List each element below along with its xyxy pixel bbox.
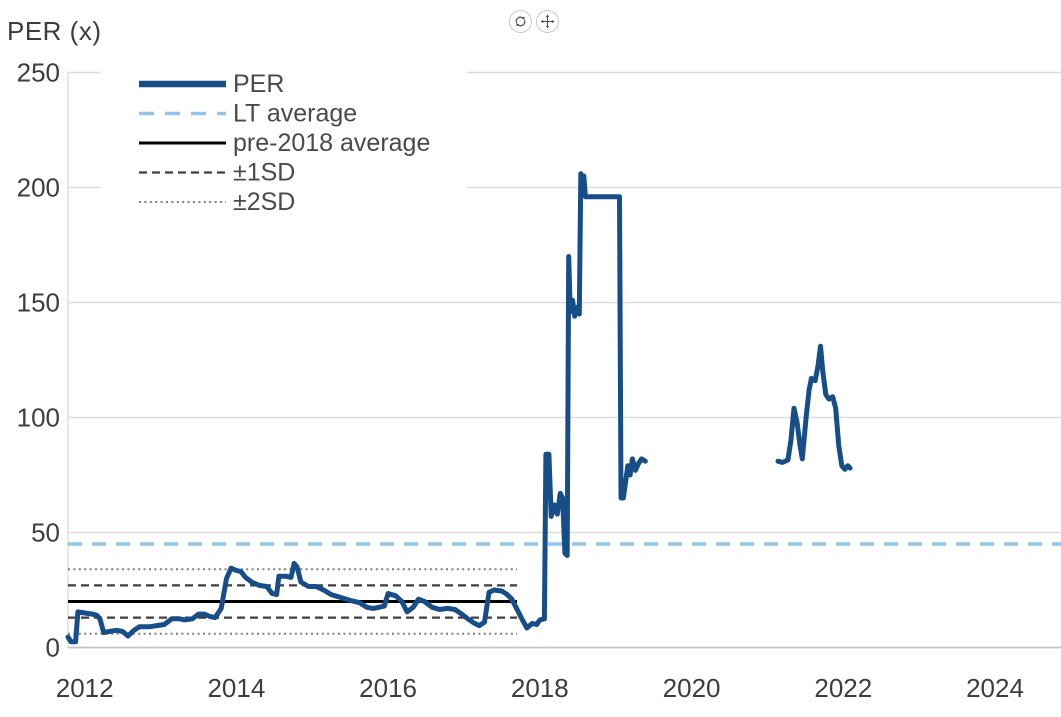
chart-toolbar	[509, 10, 559, 33]
x-tick-label-2024: 2024	[966, 673, 1024, 703]
legend-label-per: PER	[233, 70, 284, 98]
x-tick-label-2020: 2020	[663, 673, 721, 703]
refresh-button[interactable]	[509, 10, 532, 33]
x-tick-label-2022: 2022	[814, 673, 872, 703]
legend-label-sd1: ±1SD	[233, 159, 295, 187]
chart-title: PER (x)	[7, 16, 102, 46]
y-tick-label-200: 200	[17, 173, 60, 203]
y-tick-label-150: 150	[17, 288, 60, 318]
x-tick-label-2016: 2016	[359, 673, 417, 703]
y-tick-label-100: 100	[17, 403, 60, 433]
series-per-segment-2	[775, 343, 853, 472]
refresh-icon	[513, 14, 528, 29]
pan-button[interactable]	[536, 10, 559, 33]
x-tick-label-2012: 2012	[56, 673, 114, 703]
y-tick-label-0: 0	[46, 633, 60, 663]
y-tick-label-50: 50	[31, 518, 60, 548]
legend-label-pre2018-average: pre-2018 average	[233, 129, 430, 157]
x-tick-label-2018: 2018	[511, 673, 569, 703]
move-icon	[540, 14, 555, 29]
x-tick-label-2014: 2014	[207, 673, 265, 703]
legend-label-lt-average: LT average	[233, 100, 357, 128]
y-tick-label-250: 250	[17, 58, 60, 88]
legend-box	[100, 62, 467, 217]
series-per-segment-1	[65, 171, 648, 645]
legend-label-sd2: ±2SD	[233, 188, 295, 216]
